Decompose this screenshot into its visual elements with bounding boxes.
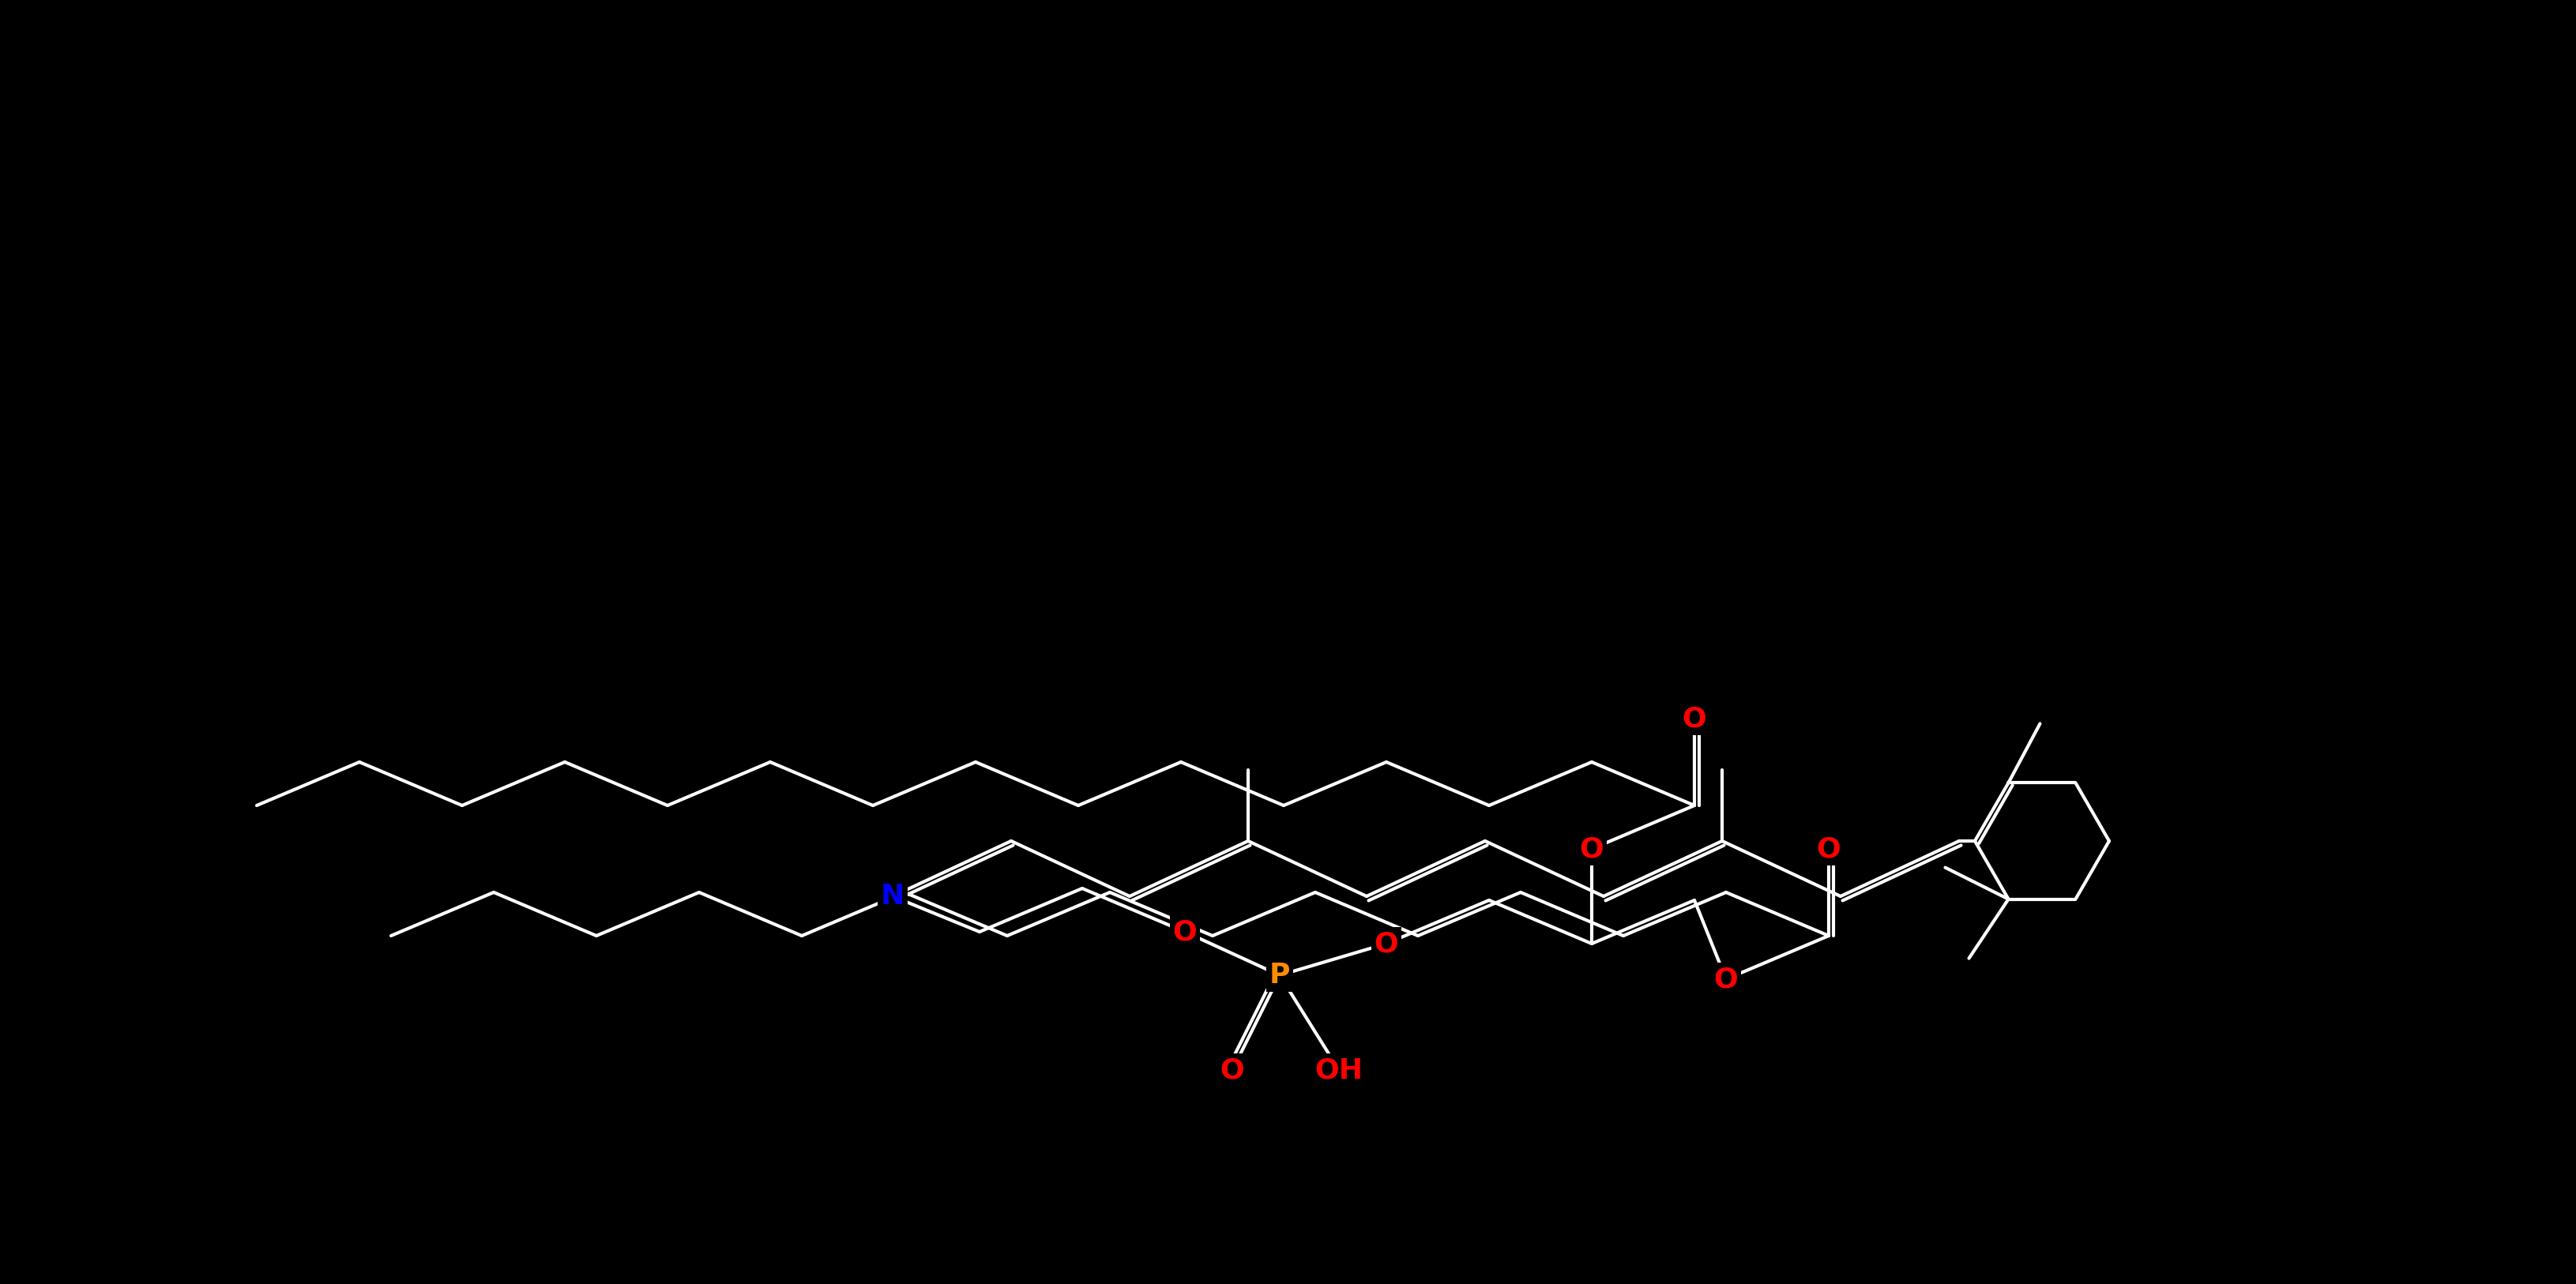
Text: N: N bbox=[881, 883, 904, 909]
Text: OH: OH bbox=[1314, 1057, 1363, 1084]
Text: O: O bbox=[1221, 1057, 1244, 1084]
Text: O: O bbox=[1373, 930, 1399, 957]
Text: O: O bbox=[1816, 836, 1839, 863]
Text: O: O bbox=[1172, 918, 1198, 945]
Text: O: O bbox=[1579, 836, 1602, 863]
Text: O: O bbox=[1713, 966, 1739, 993]
Text: O: O bbox=[1682, 705, 1705, 732]
Text: P: P bbox=[1270, 962, 1291, 989]
